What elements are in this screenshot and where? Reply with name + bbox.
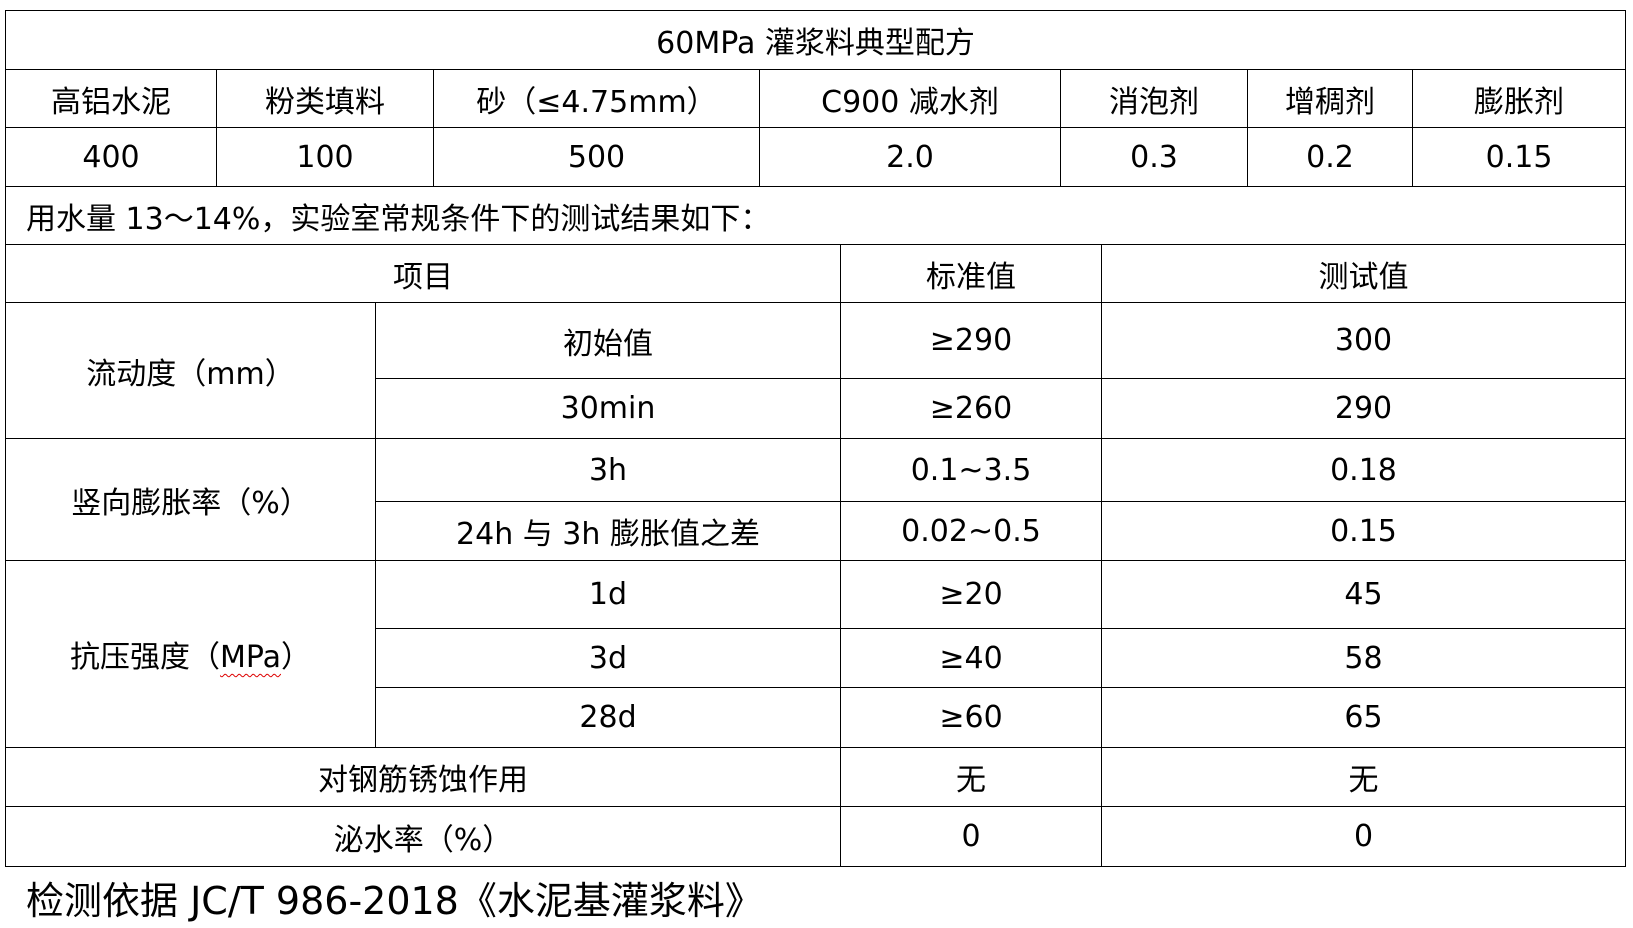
table-row: 30min ≥260 290	[6, 378, 1626, 439]
test-cell: 0.15	[1101, 501, 1626, 561]
header-cell: C900 减水剂	[759, 69, 1061, 128]
header-cell: 消泡剂	[1060, 69, 1248, 128]
formula-table: 60MPa 灌浆料典型配方 高铝水泥 粉类填料 砂（≤4.75mm） C900 …	[4, 10, 1627, 245]
value-cell: 100	[216, 127, 434, 187]
standard-cell: 0.1~3.5	[840, 438, 1102, 502]
standard-cell: ≥290	[840, 302, 1102, 379]
item-cell: 对钢筋锈蚀作用	[5, 747, 841, 807]
header-standard: 标准值	[840, 244, 1102, 303]
value-cell: 2.0	[759, 127, 1061, 187]
test-cell: 无	[1101, 747, 1626, 807]
table-row: 泌水率（%） 0 0	[5, 806, 1626, 867]
standard-cell: ≥20	[840, 560, 1102, 629]
formula-value-row: 400 100 500 2.0 0.3 0.2 0.15	[5, 127, 1627, 187]
table-row: 竖向膨胀率（%） 3h 0.1~3.5 0.18	[5, 438, 1626, 561]
standard-cell: 0	[840, 806, 1102, 867]
table-row: 对钢筋锈蚀作用 无 无	[5, 747, 1626, 807]
header-cell: 砂（≤4.75mm）	[433, 69, 760, 128]
results-header-row: 项目 标准值 测试值	[5, 244, 1626, 303]
item-cell: 24h 与 3h 膨胀值之差	[375, 501, 841, 561]
value-cell: 0.3	[1060, 127, 1248, 187]
group-label-suffix: ）	[281, 640, 311, 675]
group-label: 流动度（mm）	[5, 302, 376, 439]
table-title: 60MPa 灌浆料典型配方	[4, 10, 1627, 70]
test-cell: 65	[1101, 687, 1626, 748]
header-item: 项目	[5, 244, 841, 303]
header-cell: 粉类填料	[216, 69, 434, 128]
standard-cell: 0.02~0.5	[840, 501, 1102, 561]
standard-cell: 无	[840, 747, 1102, 807]
value-cell: 0.15	[1411, 127, 1627, 187]
test-cell: 300	[1101, 302, 1626, 379]
table-row: 流动度（mm） 初始值 ≥290 300	[5, 302, 1626, 439]
header-test: 测试值	[1101, 244, 1626, 303]
standard-cell: ≥60	[840, 687, 1102, 748]
value-cell: 400	[5, 127, 217, 187]
test-cell: 290	[1101, 378, 1626, 439]
value-cell: 0.2	[1247, 127, 1413, 187]
group-label-unit: MPa	[219, 640, 281, 675]
test-cell: 58	[1101, 628, 1626, 688]
test-cell: 45	[1101, 560, 1626, 629]
item-cell: 1d	[375, 560, 841, 629]
header-cell: 膨胀剂	[1411, 69, 1627, 128]
test-cell: 0.18	[1101, 438, 1626, 502]
value-cell: 500	[433, 127, 760, 187]
standard-cell: ≥40	[840, 628, 1102, 688]
group-label-prefix: 抗压强度（	[69, 640, 220, 675]
item-cell: 泌水率（%）	[5, 806, 841, 867]
footer-standard-reference: 检测依据 JC/T 986-2018《水泥基灌浆料》	[26, 879, 763, 923]
formula-header-row: 高铝水泥 粉类填料 砂（≤4.75mm） C900 减水剂 消泡剂 增稠剂 膨胀…	[5, 69, 1627, 128]
note-row: 用水量 13～14%，实验室常规条件下的测试结果如下：	[4, 186, 1627, 245]
header-cell: 高铝水泥	[5, 69, 217, 128]
group-label: 竖向膨胀率（%）	[5, 438, 376, 561]
standard-cell: ≥260	[840, 378, 1102, 439]
group-label: 抗压强度（MPa）	[5, 560, 376, 748]
header-cell: 增稠剂	[1247, 69, 1413, 128]
item-cell: 30min	[375, 378, 841, 439]
table-row: 抗压强度（MPa） 1d ≥20 45	[5, 560, 1626, 748]
item-cell: 3h	[375, 438, 841, 502]
test-cell: 0	[1101, 806, 1626, 867]
item-cell: 28d	[375, 687, 841, 748]
item-cell: 初始值	[375, 302, 841, 379]
item-cell: 3d	[375, 628, 841, 688]
results-table: 项目 标准值 测试值 流动度（mm） 初始值 ≥290 300 30min ≥2…	[5, 244, 1626, 867]
table-row: 28d ≥60 65	[6, 687, 1626, 748]
